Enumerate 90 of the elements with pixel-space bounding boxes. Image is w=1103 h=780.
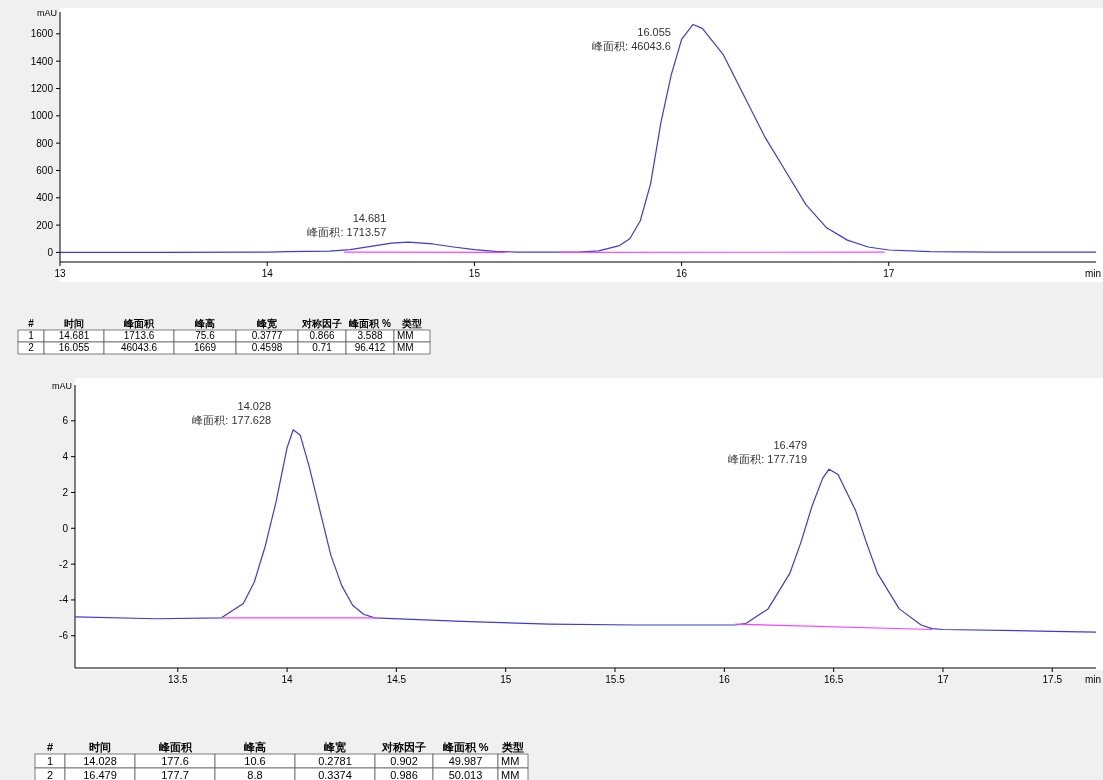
text: 49.987 — [448, 755, 483, 767]
text: 0.2781 — [318, 755, 352, 767]
y-axis-title: mAU — [37, 8, 57, 18]
x-tick-label: 14 — [261, 268, 274, 279]
x-axis-title: min — [1084, 268, 1101, 279]
y-tick-label: 2 — [62, 486, 69, 498]
text: 177.7 — [161, 769, 189, 780]
x-tick-label: 16 — [718, 674, 731, 685]
text: 96.412 — [354, 342, 386, 353]
x-tick-label: 15.5 — [605, 674, 626, 685]
text: MM — [397, 342, 414, 353]
annotation: 峰面积: 46043.6 — [592, 40, 671, 53]
x-tick-label: 17.5 — [1042, 674, 1063, 685]
annotation: 14.028 — [237, 399, 272, 412]
category-label: 峰面积 % — [349, 318, 391, 329]
x-tick-label: 16.5 — [823, 674, 844, 685]
text: 3.588 — [357, 330, 383, 341]
y-tick-label: -4 — [59, 594, 69, 606]
y-tick-label: 400 — [36, 192, 54, 204]
category-label: 峰面积 — [124, 318, 155, 329]
annotation: 16.479 — [773, 439, 808, 452]
text: MM — [397, 330, 414, 341]
annotation: 16.055 — [637, 26, 671, 39]
x-tick-label: 15 — [468, 268, 481, 279]
category-label: 时间 — [89, 741, 111, 753]
y-tick-label: 200 — [36, 219, 54, 231]
text: 0.902 — [390, 755, 418, 767]
annotation: 峰面积: 177.628 — [192, 413, 272, 426]
text: 1 — [46, 755, 54, 767]
text: MM — [501, 755, 520, 767]
text: 14.681 — [58, 330, 90, 341]
y-tick-label: 6 — [62, 415, 69, 427]
x-axis-title: min — [1084, 674, 1101, 685]
x-tick-label: 17 — [937, 674, 949, 685]
annotation: 14.681 — [352, 212, 387, 225]
y-axis-title: mAU — [52, 381, 72, 391]
y-tick-label: -2 — [59, 558, 69, 570]
category-label: 峰高 — [244, 741, 266, 753]
text: 0.3777 — [251, 330, 283, 341]
text: 177.6 — [161, 755, 189, 767]
y-tick-label: 1400 — [30, 55, 54, 67]
x-tick-label: 13 — [54, 268, 66, 279]
category-label: 峰面积 % — [442, 741, 489, 753]
category-label: 类型 — [401, 318, 422, 329]
category-label: 时间 — [64, 318, 84, 329]
category-label: 对称因子 — [381, 741, 426, 753]
category-label: 峰面积 — [158, 741, 193, 753]
category-label: 峰宽 — [324, 741, 346, 753]
text: 16.055 — [58, 342, 90, 353]
y-tick-label: -6 — [59, 630, 69, 642]
annotation: 峰面积: 1713.57 — [307, 226, 387, 239]
line-series — [59, 23, 1097, 254]
text: 0.866 — [309, 330, 335, 341]
y-tick-label: 1200 — [30, 83, 54, 94]
category-label: 峰高 — [195, 318, 215, 329]
x-tick-label: 14.5 — [386, 674, 407, 685]
category-label: 对称因子 — [301, 318, 342, 329]
text: 8.8 — [247, 769, 263, 780]
text: 50.013 — [448, 769, 483, 780]
text: 1 — [28, 330, 34, 341]
text: 14.028 — [83, 755, 117, 767]
y-tick-label: 800 — [36, 137, 54, 149]
category-label: 峰宽 — [257, 318, 277, 329]
text: 10.6 — [244, 755, 266, 767]
y-tick-label: 4 — [62, 451, 69, 463]
text: 75.6 — [195, 330, 215, 341]
text: 46043.6 — [120, 342, 158, 353]
x-tick-label: 17 — [883, 268, 895, 279]
y-tick-label: 0 — [47, 246, 54, 258]
y-tick-label: 600 — [36, 164, 54, 176]
category-label: 类型 — [501, 741, 524, 753]
text: 0.986 — [390, 769, 418, 780]
text: 0.71 — [312, 342, 332, 353]
text: 0.4598 — [251, 342, 283, 353]
annotation: 峰面积: 177.719 — [728, 453, 808, 466]
y-tick-label: 1600 — [30, 28, 54, 40]
text: 1713.6 — [123, 330, 155, 341]
x-tick-label: 14 — [281, 674, 294, 685]
text: 0.3374 — [318, 769, 352, 780]
line-series — [74, 429, 1097, 633]
x-tick-label: 15 — [500, 674, 512, 685]
x-tick-label: 13.5 — [168, 674, 188, 685]
text: 1669 — [193, 342, 217, 353]
text: MM — [501, 769, 520, 780]
category-label: # — [28, 318, 35, 329]
x-tick-label: 16 — [676, 268, 688, 279]
y-tick-label: 1000 — [30, 110, 54, 122]
y-tick-label: 0 — [62, 522, 69, 534]
category-label: # — [46, 741, 54, 753]
text: 16.479 — [83, 769, 117, 780]
